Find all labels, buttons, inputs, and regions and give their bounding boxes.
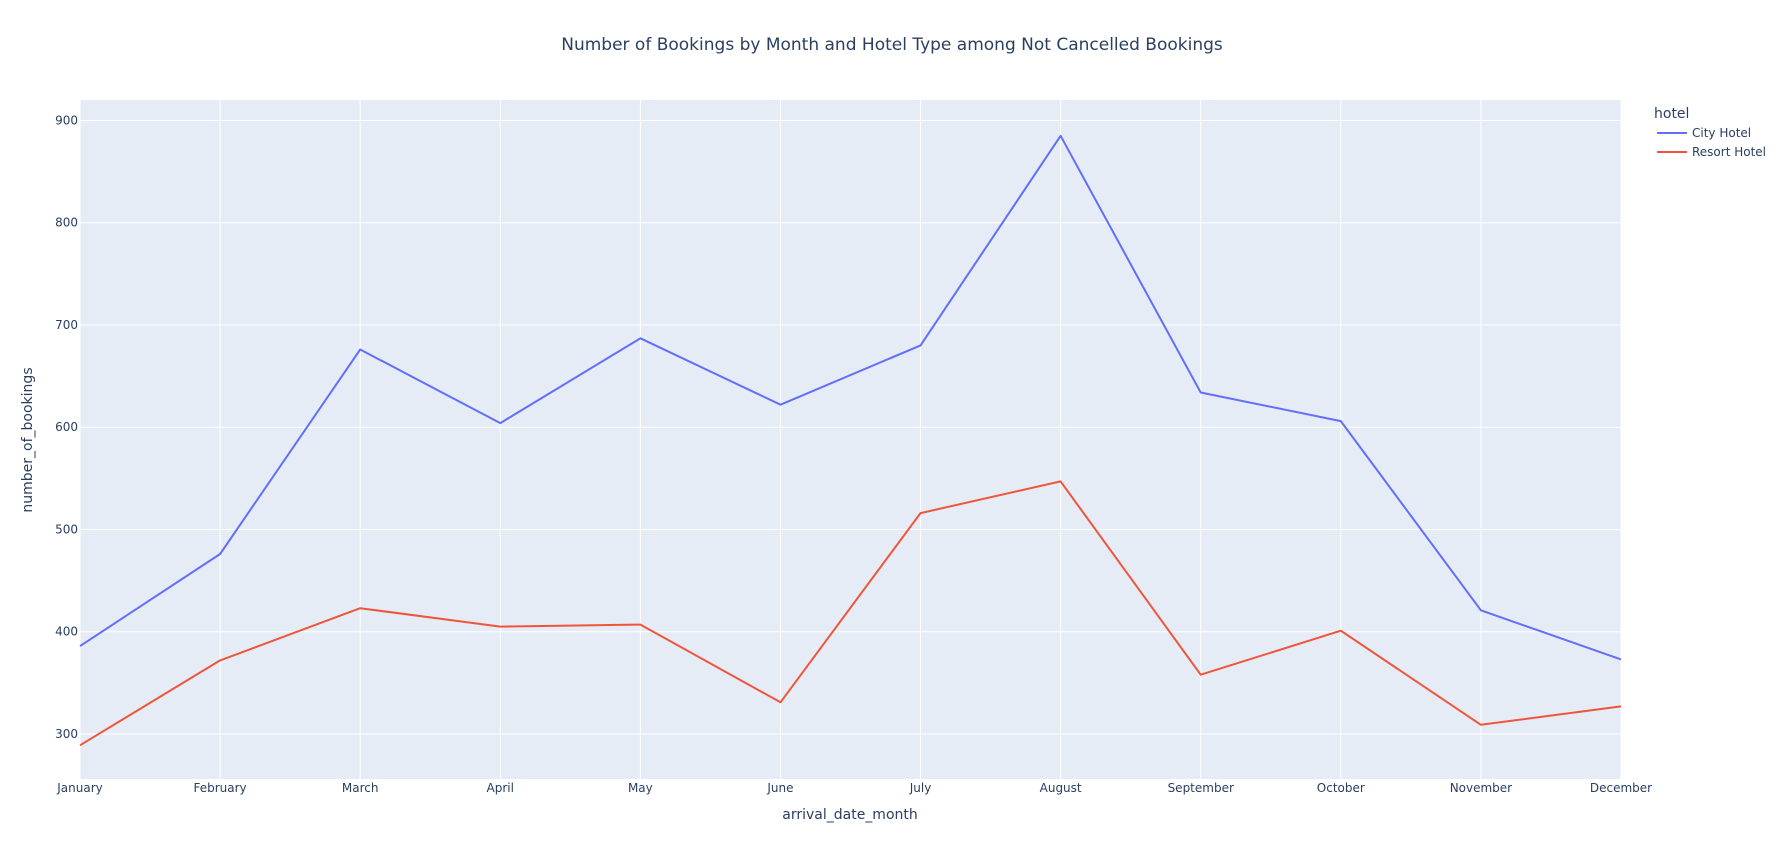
x-tick-label: September — [1168, 781, 1234, 795]
series-line-city-hotel — [79, 134, 1622, 661]
plot-background — [80, 100, 1621, 779]
legend-item[interactable]: City Hotel — [1657, 126, 1751, 140]
y-tick-label: 600 — [55, 420, 78, 434]
series-layer — [79, 134, 1622, 747]
y-axis-ticks: 300 400 500 600 700 800 900 — [55, 113, 78, 741]
y-tick-label: 300 — [55, 727, 78, 741]
x-tick-label: April — [487, 781, 514, 795]
x-tick-label: December — [1590, 781, 1652, 795]
grid-lines — [79, 100, 1622, 779]
y-tick-label: 500 — [55, 522, 78, 536]
legend-title: hotel — [1654, 106, 1689, 122]
x-tick-label: January — [56, 781, 103, 795]
x-axis-ticks: January February March April May June July Augu… — [56, 781, 1652, 795]
x-tick-label: June — [766, 781, 793, 795]
legend-items: City Hotel Resort Hotel — [1657, 126, 1766, 159]
x-tick-label: July — [909, 781, 932, 795]
x-tick-label: November — [1450, 781, 1512, 795]
legend: hotel City Hotel Resort Hotel — [1654, 106, 1766, 159]
x-tick-label: October — [1317, 781, 1365, 795]
chart-title: Number of Bookings by Month and Hotel Ty… — [561, 35, 1223, 55]
y-tick-label: 800 — [55, 216, 78, 230]
y-tick-label: 900 — [55, 113, 78, 127]
y-axis-title: number_of_bookings — [20, 367, 36, 512]
x-tick-label: May — [628, 781, 653, 795]
legend-label: City Hotel — [1692, 126, 1751, 140]
y-tick-label: 400 — [55, 625, 78, 639]
y-tick-label: 700 — [55, 318, 78, 332]
x-tick-label: August — [1040, 781, 1082, 795]
legend-item[interactable]: Resort Hotel — [1657, 145, 1766, 159]
series-line-resort-hotel — [79, 480, 1622, 747]
x-axis-title: arrival_date_month — [782, 807, 918, 823]
x-tick-label: February — [193, 781, 246, 795]
legend-label: Resort Hotel — [1692, 145, 1766, 159]
x-tick-label: March — [342, 781, 379, 795]
